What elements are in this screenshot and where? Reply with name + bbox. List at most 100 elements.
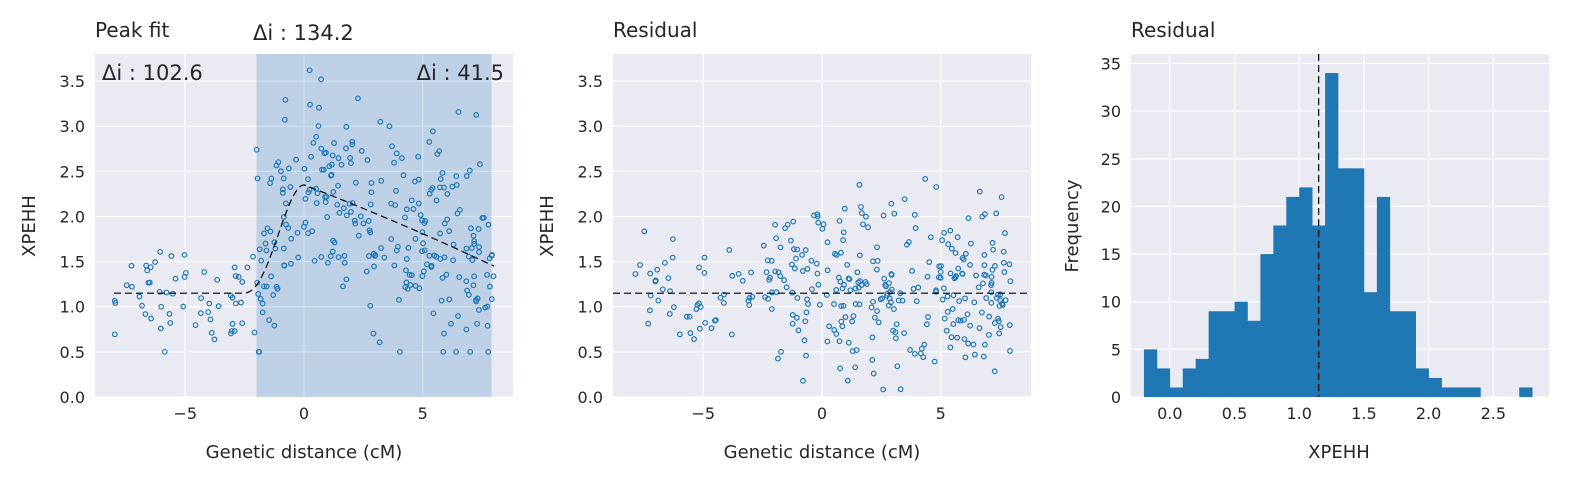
residual-scatter-point xyxy=(950,292,957,299)
residual-scatter-point xyxy=(783,284,790,291)
peak-fit-point xyxy=(239,320,246,327)
peak-fit-point xyxy=(487,283,493,290)
peak-fit-point xyxy=(129,283,135,290)
residual-scatter-point xyxy=(877,296,884,303)
residual-histogram-xtick-label: 1.5 xyxy=(1351,404,1376,423)
peak-fit-point xyxy=(407,282,414,288)
residual-scatter-point xyxy=(939,296,946,303)
peak-fit-point xyxy=(156,288,163,295)
histogram-bar xyxy=(1454,387,1468,397)
peak-fit-xtick-label: −5 xyxy=(173,404,197,423)
residual-scatter-point xyxy=(889,286,895,293)
peak-fit-point xyxy=(433,197,440,204)
residual-scatter-point xyxy=(841,205,848,212)
peak-fit-point xyxy=(166,310,173,317)
residual-scatter-point xyxy=(962,250,969,257)
peak-fit-point xyxy=(311,257,318,264)
residual-scatter-point xyxy=(991,368,998,375)
residual-scatter-ytick-label: 1.0 xyxy=(578,298,603,317)
residual-scatter-point xyxy=(962,354,969,361)
peak-fit-point xyxy=(463,278,470,285)
histogram-bar xyxy=(1325,73,1339,398)
peak-fit-point xyxy=(412,235,419,242)
residual-scatter-point xyxy=(865,224,871,231)
residual-scatter-point xyxy=(746,295,753,301)
peak-fit-point xyxy=(469,257,476,263)
peak-fit-point xyxy=(306,67,313,74)
residual-scatter-point xyxy=(852,364,859,371)
peak-fit-point xyxy=(473,111,480,118)
residual-scatter-ytick-label: 2.0 xyxy=(578,207,603,226)
residual-scatter-ytick-label: 2.5 xyxy=(578,162,603,181)
peak-fit-point xyxy=(147,264,154,271)
residual-scatter-point xyxy=(847,287,854,294)
peak-fit-point xyxy=(449,183,456,190)
peak-fit-point xyxy=(446,228,453,234)
peak-fit-point xyxy=(181,251,188,258)
peak-fit-point xyxy=(444,191,451,197)
peak-fit-point xyxy=(441,254,448,261)
residual-scatter-point xyxy=(940,285,947,292)
peak-fit-point xyxy=(349,200,356,206)
peak-fit-point xyxy=(406,271,413,278)
residual-scatter-point xyxy=(996,330,1003,337)
peak-fit-point xyxy=(211,336,218,343)
residual-scatter-point xyxy=(988,299,995,306)
peak-fit-point xyxy=(139,302,145,309)
peak-fit-point xyxy=(403,267,409,274)
peak-fit-point xyxy=(157,325,164,332)
peak-fit-point xyxy=(396,296,402,303)
residual-scatter-point xyxy=(971,351,978,358)
peak-fit-point xyxy=(402,214,408,221)
residual-scatter-point xyxy=(927,234,934,241)
peak-fit-point xyxy=(485,348,492,355)
residual-scatter-point xyxy=(1002,230,1008,236)
residual-scatter-point xyxy=(886,295,893,302)
peak-fit-point xyxy=(438,297,445,304)
peak-fit-point xyxy=(331,140,337,146)
residual-scatter-point xyxy=(670,236,676,242)
residual-scatter-point xyxy=(739,277,746,284)
residual-scatter-point xyxy=(712,317,718,324)
residual-scatter-point xyxy=(913,298,920,305)
residual-scatter-point xyxy=(799,268,806,274)
peak-fit-point xyxy=(471,238,478,245)
peak-fit-point xyxy=(421,247,428,254)
residual-scatter-point xyxy=(965,215,972,222)
peak-fit-point xyxy=(485,221,492,228)
residual-scatter-point xyxy=(659,286,666,293)
residual-scatter-point xyxy=(925,314,931,320)
residual-scatter-point xyxy=(794,294,801,301)
peak-fit-point xyxy=(441,330,447,337)
peak-fit-point xyxy=(372,252,379,259)
histogram-bar xyxy=(1363,292,1378,397)
peak-fit-point xyxy=(329,152,336,159)
peak-fit-point xyxy=(468,245,475,251)
peak-fit-point xyxy=(336,209,343,216)
peak-fit-point xyxy=(315,123,322,129)
residual-scatter-point xyxy=(995,291,1001,298)
residual-scatter-point xyxy=(964,311,971,318)
residual-histogram-ticks: 0.0 0.5 1.0 1.5 2.0 2.5 0 5 10 15 20 25 30 35 xyxy=(1101,55,1506,423)
peak-fit-point xyxy=(112,300,119,306)
peak-fit-point xyxy=(167,320,174,326)
annotation-right: Δi : 41.5 xyxy=(417,61,504,85)
peak-fit-point xyxy=(399,155,405,161)
residual-scatter-point xyxy=(676,331,683,338)
residual-scatter-point xyxy=(967,262,973,268)
peak-fit-point xyxy=(393,187,399,194)
residual-histogram-xtick-label: 1.0 xyxy=(1287,404,1312,423)
residual-histogram-ytick-label: 35 xyxy=(1101,55,1121,74)
residual-scatter-point xyxy=(976,325,983,331)
residual-scatter-point xyxy=(793,255,799,262)
peak-fit-point xyxy=(420,240,426,247)
residual-scatter-ytick-label: 1.5 xyxy=(578,253,603,272)
residual-scatter-point xyxy=(961,336,968,343)
peak-fit-point xyxy=(480,214,487,221)
histogram-bar xyxy=(1208,311,1222,397)
residual-scatter-point xyxy=(968,240,974,247)
residual-scatter-point xyxy=(784,221,791,228)
peak-fit-point xyxy=(330,189,337,195)
peak-fit-ticks: −5 0 5 0.0 0.5 1.0 1.5 2.0 2.5 3.0 3.5 xyxy=(60,72,428,423)
